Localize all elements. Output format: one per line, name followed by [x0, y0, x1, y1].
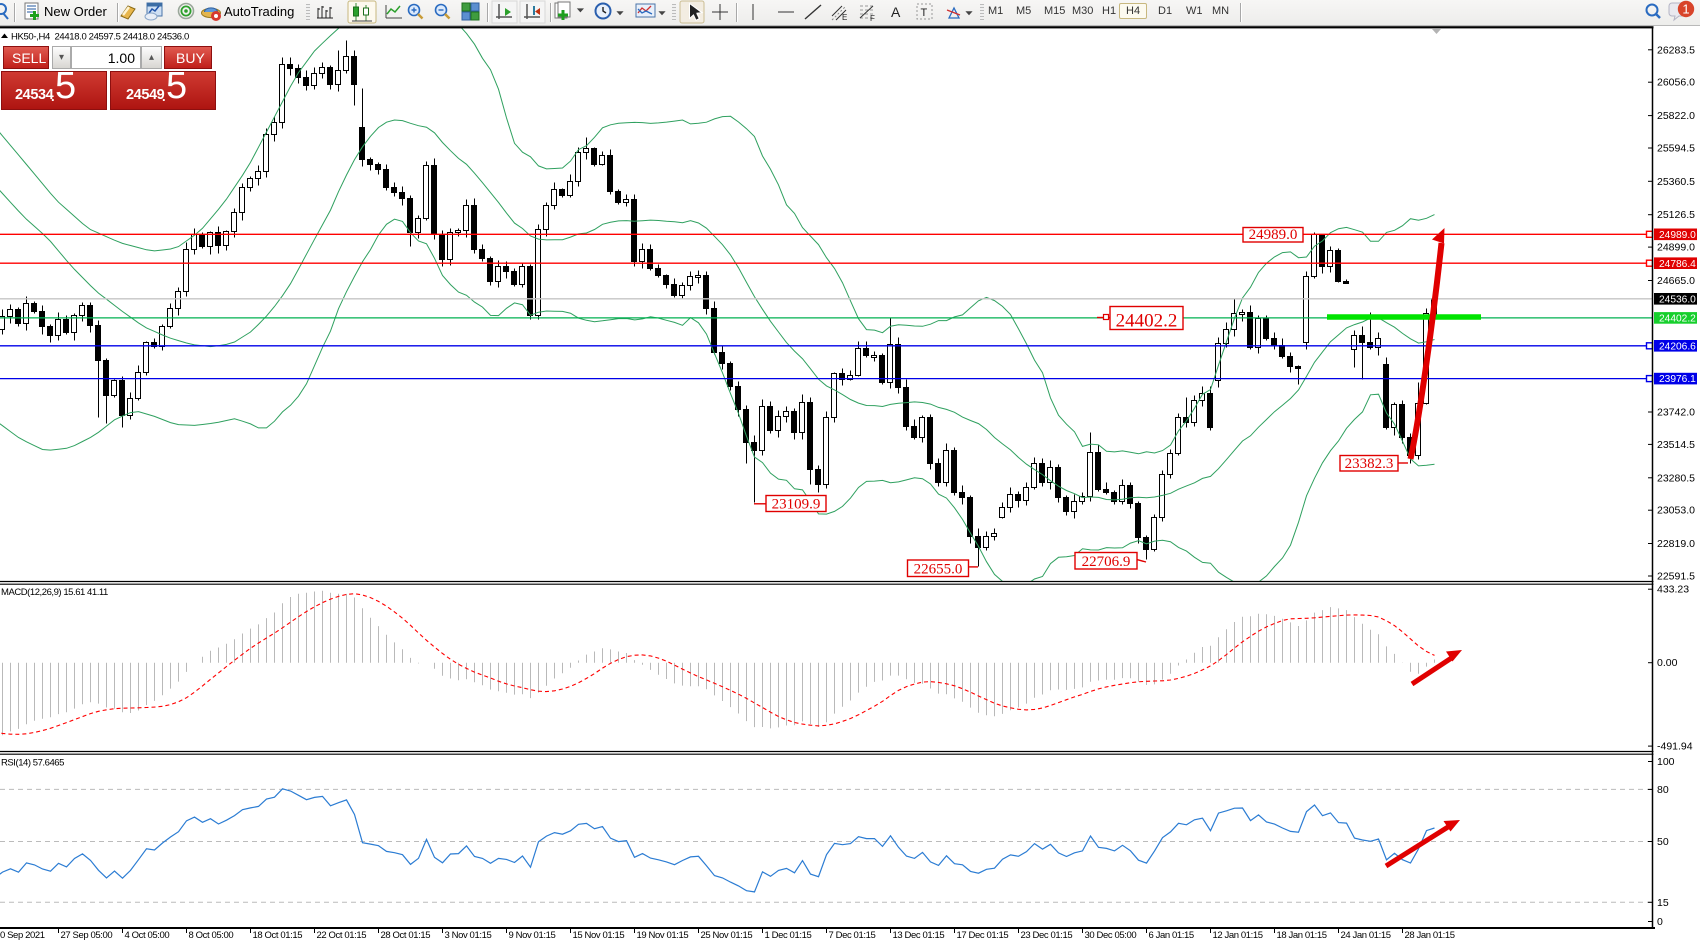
svg-text:23 Dec 01:15: 23 Dec 01:15 — [1021, 930, 1073, 941]
svg-text:4 Oct 05:00: 4 Oct 05:00 — [125, 930, 170, 941]
svg-text:22591.5: 22591.5 — [1657, 571, 1695, 583]
svg-text:24989.0: 24989.0 — [1249, 227, 1298, 243]
svg-text:3 Nov 01:15: 3 Nov 01:15 — [445, 930, 492, 941]
svg-text:26056.0: 26056.0 — [1657, 77, 1695, 89]
svg-text:22 Oct 01:15: 22 Oct 01:15 — [317, 930, 367, 941]
svg-text:100: 100 — [1657, 756, 1675, 768]
svg-text:24536.0: 24536.0 — [1659, 294, 1696, 305]
svg-text:26283.5: 26283.5 — [1657, 44, 1695, 56]
svg-text:1: 1 — [1682, 2, 1689, 17]
svg-text:23976.1: 23976.1 — [1659, 374, 1696, 385]
svg-text:433.23: 433.23 — [1657, 584, 1689, 596]
svg-text:80: 80 — [1657, 784, 1669, 796]
svg-text:22706.9: 22706.9 — [1082, 554, 1131, 570]
svg-text:24 Jan 01:15: 24 Jan 01:15 — [1341, 930, 1391, 941]
svg-text:T: T — [921, 7, 928, 19]
svg-text:22819.0: 22819.0 — [1657, 538, 1695, 550]
svg-text:0: 0 — [1657, 916, 1663, 928]
svg-text:RSI(14) 57.6465: RSI(14) 57.6465 — [1, 758, 64, 769]
svg-text:25 Nov 01:15: 25 Nov 01:15 — [701, 930, 753, 941]
svg-text:12 Jan 01:15: 12 Jan 01:15 — [1213, 930, 1263, 941]
svg-text:23514.5: 23514.5 — [1657, 439, 1695, 451]
svg-text:25360.5: 25360.5 — [1657, 176, 1695, 188]
svg-text:15: 15 — [1657, 897, 1669, 909]
svg-text:25822.0: 25822.0 — [1657, 110, 1695, 122]
svg-text:22655.0: 22655.0 — [914, 562, 963, 578]
svg-text:17 Dec 01:15: 17 Dec 01:15 — [957, 930, 1009, 941]
svg-text:30 Dec 05:00: 30 Dec 05:00 — [1085, 930, 1137, 941]
svg-text:6 Jan 01:15: 6 Jan 01:15 — [1149, 930, 1194, 941]
svg-text:0.00: 0.00 — [1657, 657, 1678, 669]
svg-text:23053.0: 23053.0 — [1657, 505, 1695, 517]
svg-text:7 Dec 01:15: 7 Dec 01:15 — [829, 930, 876, 941]
svg-text:28 Oct 01:15: 28 Oct 01:15 — [381, 930, 431, 941]
svg-text:23742.0: 23742.0 — [1657, 407, 1695, 419]
svg-text:25594.5: 25594.5 — [1657, 143, 1695, 155]
svg-text:25126.5: 25126.5 — [1657, 209, 1695, 221]
svg-text:24786.4: 24786.4 — [1659, 259, 1696, 270]
svg-text:HK50-,H4 24418.0 24597.5 2441: HK50-,H4 24418.0 24597.5 24418.0 24536.0 — [11, 32, 189, 43]
svg-text:A: A — [891, 4, 901, 20]
svg-text:23382.3: 23382.3 — [1345, 456, 1394, 472]
svg-text:13 Dec 01:15: 13 Dec 01:15 — [893, 930, 945, 941]
svg-text:24402.2: 24402.2 — [1659, 314, 1696, 325]
svg-text:1 Dec 01:15: 1 Dec 01:15 — [765, 930, 812, 941]
svg-text:9 Nov 01:15: 9 Nov 01:15 — [509, 930, 556, 941]
svg-text:19 Nov 01:15: 19 Nov 01:15 — [637, 930, 689, 941]
svg-text:18 Oct 01:15: 18 Oct 01:15 — [253, 930, 303, 941]
svg-text:0 Sep 2021: 0 Sep 2021 — [0, 930, 45, 941]
svg-text:8 Oct 05:00: 8 Oct 05:00 — [189, 930, 234, 941]
svg-text:28 Jan 01:15: 28 Jan 01:15 — [1405, 930, 1455, 941]
svg-text:18 Jan 01:15: 18 Jan 01:15 — [1277, 930, 1327, 941]
svg-text:50: 50 — [1657, 836, 1669, 848]
svg-text:24665.0: 24665.0 — [1657, 275, 1695, 287]
svg-text:24402.2: 24402.2 — [1116, 311, 1178, 332]
svg-text:MACD(12,26,9) 15.61 41.11: MACD(12,26,9) 15.61 41.11 — [1, 587, 108, 598]
svg-text:24899.0: 24899.0 — [1657, 242, 1695, 254]
svg-text:E: E — [842, 13, 847, 22]
svg-text:F: F — [870, 14, 875, 23]
svg-text:27 Sep 05:00: 27 Sep 05:00 — [61, 930, 113, 941]
svg-text:23280.5: 23280.5 — [1657, 472, 1695, 484]
svg-text:24989.0: 24989.0 — [1659, 230, 1696, 241]
svg-text:-491.94: -491.94 — [1657, 741, 1693, 753]
svg-text:23109.9: 23109.9 — [772, 497, 821, 513]
svg-text:15 Nov 01:15: 15 Nov 01:15 — [573, 930, 625, 941]
svg-text:24206.6: 24206.6 — [1659, 341, 1696, 352]
